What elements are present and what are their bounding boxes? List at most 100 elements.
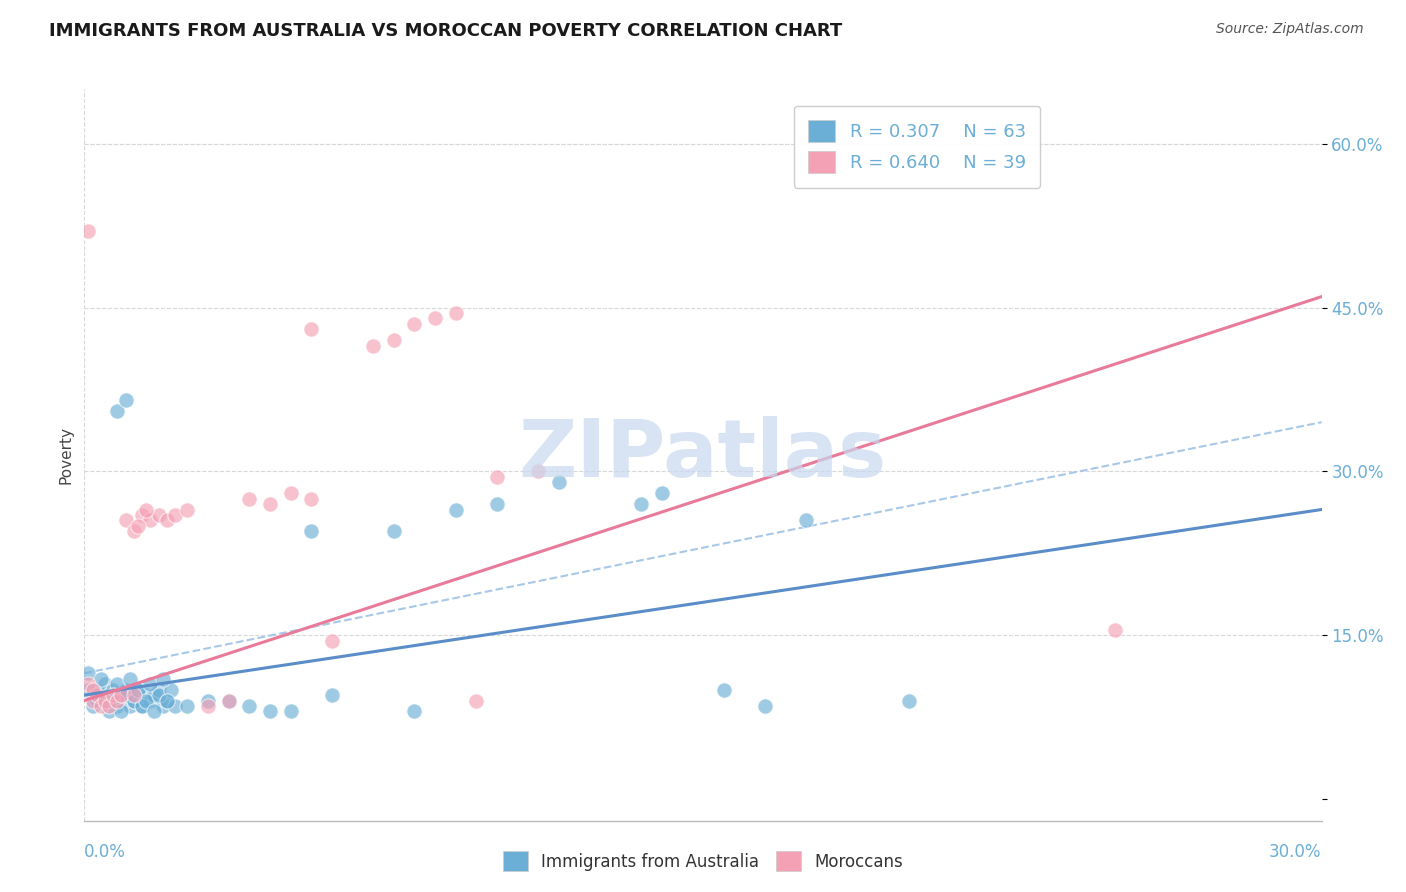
Point xyxy=(105,693,128,707)
Point xyxy=(444,502,467,516)
Point xyxy=(110,688,132,702)
Point xyxy=(103,688,125,702)
Point xyxy=(114,393,136,408)
Point xyxy=(94,693,117,707)
Point xyxy=(485,497,508,511)
Point xyxy=(754,698,776,713)
Point xyxy=(98,698,121,713)
Point xyxy=(105,677,128,691)
Point xyxy=(321,688,343,702)
Point xyxy=(114,688,136,702)
Point xyxy=(122,688,145,702)
Point xyxy=(143,688,166,702)
Point xyxy=(105,404,128,418)
Text: 0.0%: 0.0% xyxy=(84,843,127,861)
Point xyxy=(139,513,162,527)
Point xyxy=(361,339,384,353)
Point xyxy=(86,688,108,702)
Point xyxy=(197,693,219,707)
Point xyxy=(148,508,170,522)
Point xyxy=(90,672,112,686)
Point xyxy=(131,698,153,713)
Point xyxy=(898,693,921,707)
Point xyxy=(299,524,322,539)
Point xyxy=(103,693,125,707)
Point xyxy=(259,497,281,511)
Point xyxy=(82,688,104,702)
Point xyxy=(94,677,117,691)
Point xyxy=(713,682,735,697)
Point xyxy=(82,698,104,713)
Point xyxy=(114,513,136,527)
Point xyxy=(118,672,141,686)
Point xyxy=(630,497,652,511)
Point xyxy=(156,693,179,707)
Point xyxy=(280,705,302,719)
Point xyxy=(103,682,125,697)
Point xyxy=(160,682,183,697)
Point xyxy=(527,464,550,478)
Point xyxy=(321,633,343,648)
Point xyxy=(122,693,145,707)
Point xyxy=(86,682,108,697)
Point xyxy=(94,693,117,707)
Point xyxy=(1104,623,1126,637)
Point xyxy=(98,705,121,719)
Point xyxy=(143,705,166,719)
Point xyxy=(165,508,187,522)
Point xyxy=(382,333,405,347)
Point xyxy=(114,682,136,697)
Point xyxy=(218,693,240,707)
Point xyxy=(259,705,281,719)
Point xyxy=(77,682,100,697)
Point xyxy=(423,311,446,326)
Point xyxy=(82,693,104,707)
Text: Source: ZipAtlas.com: Source: ZipAtlas.com xyxy=(1216,22,1364,37)
Point xyxy=(135,502,157,516)
Point xyxy=(90,698,112,713)
Point xyxy=(110,688,132,702)
Y-axis label: Poverty: Poverty xyxy=(58,425,73,484)
Point xyxy=(135,693,157,707)
Point xyxy=(127,682,149,697)
Point xyxy=(131,698,153,713)
Text: IMMIGRANTS FROM AUSTRALIA VS MOROCCAN POVERTY CORRELATION CHART: IMMIGRANTS FROM AUSTRALIA VS MOROCCAN PO… xyxy=(49,22,842,40)
Point xyxy=(238,491,260,506)
Point xyxy=(485,469,508,483)
Text: 30.0%: 30.0% xyxy=(1270,843,1322,861)
Point xyxy=(127,682,149,697)
Point xyxy=(547,475,569,490)
Point xyxy=(122,524,145,539)
Point xyxy=(280,486,302,500)
Point xyxy=(651,486,673,500)
Point xyxy=(218,693,240,707)
Point xyxy=(176,698,198,713)
Legend: Immigrants from Australia, Moroccans: Immigrants from Australia, Moroccans xyxy=(496,845,910,878)
Point xyxy=(77,224,100,238)
Point xyxy=(152,672,174,686)
Point xyxy=(122,693,145,707)
Point xyxy=(82,682,104,697)
Point xyxy=(197,698,219,713)
Point xyxy=(156,693,179,707)
Point xyxy=(404,705,426,719)
Point xyxy=(382,524,405,539)
Point xyxy=(156,513,179,527)
Point xyxy=(238,698,260,713)
Point xyxy=(135,688,157,702)
Point xyxy=(148,688,170,702)
Point xyxy=(110,705,132,719)
Point xyxy=(465,693,488,707)
Point xyxy=(139,693,162,707)
Point xyxy=(165,698,187,713)
Point xyxy=(152,698,174,713)
Point xyxy=(98,688,121,702)
Point xyxy=(299,322,322,336)
Point xyxy=(794,513,817,527)
Point xyxy=(77,677,100,691)
Point xyxy=(86,693,108,707)
Point xyxy=(176,502,198,516)
Text: ZIPatlas: ZIPatlas xyxy=(519,416,887,494)
Point xyxy=(139,677,162,691)
Point xyxy=(118,698,141,713)
